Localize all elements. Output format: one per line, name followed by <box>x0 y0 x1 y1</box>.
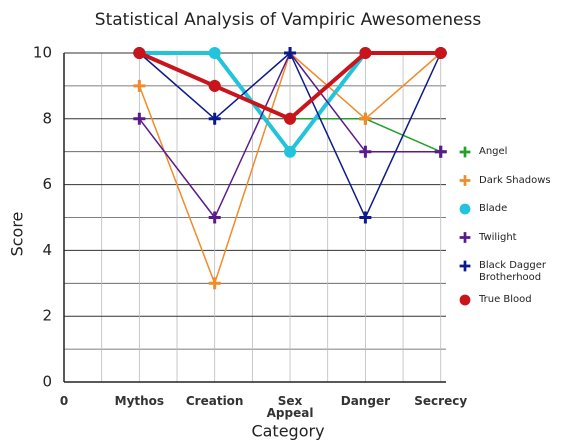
legend-label: Black Dagger Brotherhood <box>479 260 547 283</box>
x-tick-label: Mythos <box>114 394 165 408</box>
legend-marker <box>459 146 471 158</box>
x-tick-label: Danger <box>340 394 390 408</box>
chart-title: Statistical Analysis of Vampiric Awesome… <box>95 10 482 30</box>
data-point <box>284 112 297 125</box>
data-point <box>133 47 146 59</box>
x-axis-label: Category <box>251 422 324 441</box>
data-point <box>208 211 221 224</box>
data-point <box>359 112 372 125</box>
data-point <box>284 145 297 158</box>
legend-marker <box>459 203 471 215</box>
data-point <box>359 211 372 224</box>
data-point <box>434 145 447 158</box>
legend-marker <box>459 232 471 243</box>
x-tick-label: Secrecy <box>414 394 468 408</box>
legend-label: Dark Shadows <box>479 174 551 186</box>
x-tick-label: 0 <box>59 394 69 408</box>
y-tick-label: 6 <box>42 175 52 193</box>
data-point <box>208 277 221 290</box>
data-point <box>284 47 297 59</box>
data-point <box>133 79 146 92</box>
legend-marker <box>459 294 471 306</box>
y-tick-label: 2 <box>42 307 52 325</box>
data-point <box>208 47 221 59</box>
legend-label: True Blood <box>479 294 532 305</box>
y-tick-label: 8 <box>42 109 52 127</box>
data-point <box>208 112 221 125</box>
legend-label: Twilight <box>479 231 517 243</box>
legend-label: Angel <box>479 146 508 157</box>
y-tick-label: 4 <box>42 241 52 259</box>
x-tick-label: Creation <box>185 394 244 408</box>
y-tick-label: 0 <box>42 373 52 391</box>
data-point <box>359 145 372 158</box>
data-point <box>208 79 221 92</box>
legend-marker <box>459 175 471 186</box>
data-point <box>133 112 146 125</box>
data-point <box>359 47 372 59</box>
legend-label: Blade <box>479 203 508 214</box>
y-tick-label: 10 <box>33 44 52 62</box>
legend-marker <box>459 260 471 272</box>
data-point <box>434 47 447 59</box>
y-axis-label: Score <box>8 212 27 257</box>
x-tick-label: Sex Appeal <box>266 394 314 420</box>
